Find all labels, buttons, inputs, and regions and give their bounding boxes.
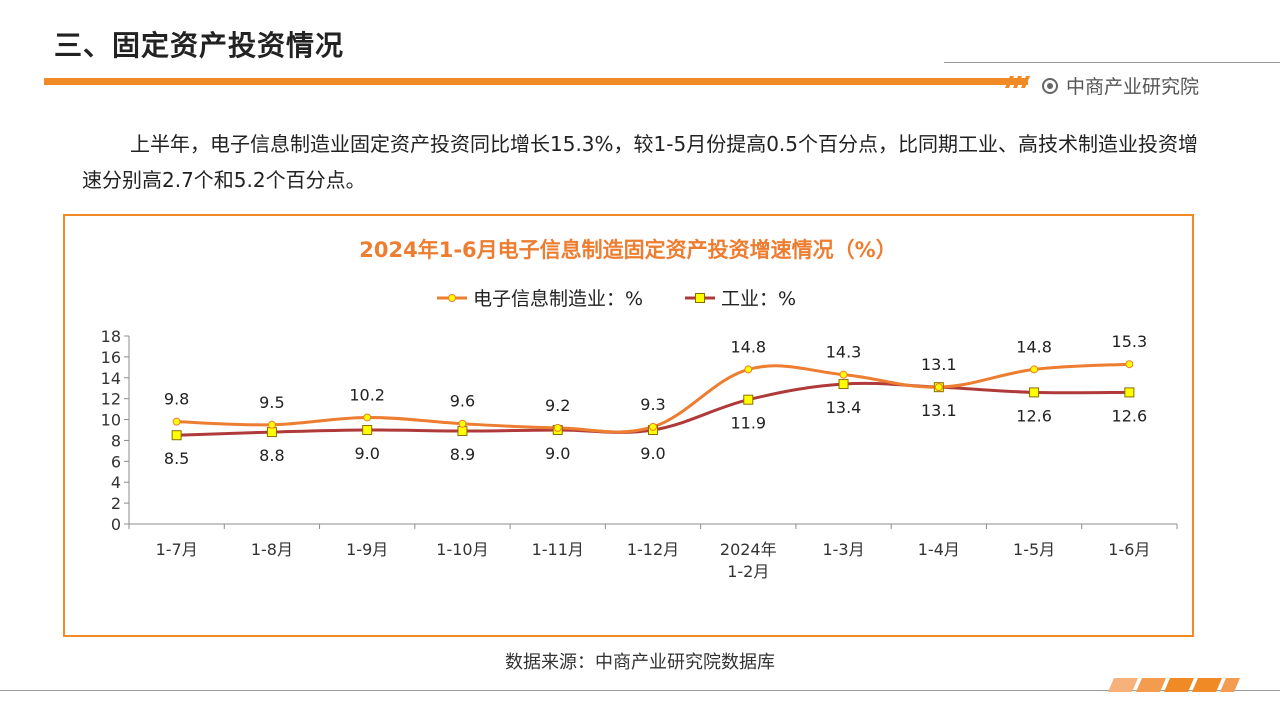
x-tick-label: 1-12月 [627, 540, 679, 559]
line-chart: 2024年1-6月电子信息制造固定资产投资增速情况（%） 电子信息制造业：% 工业… [101, 238, 1178, 581]
chart-plot: 9.8 8.5 9.5 8.8 10.2 9.0 9.6 8.9 9.2 9.0 9.3 9.0 14.… [164, 332, 1147, 468]
series-1-point [267, 420, 276, 429]
x-tick-label: 1-3月 [822, 540, 864, 559]
header-rule [944, 62, 1280, 63]
x-tick-label: 1-4月 [918, 540, 960, 559]
footer-rule [0, 690, 1280, 691]
y-tick-label: 8 [111, 431, 121, 450]
series-2-data-label: 13.1 [921, 401, 957, 420]
y-tick-label: 12 [101, 390, 121, 409]
data-source: 数据来源：中商产业研究院数据库 [505, 652, 775, 673]
series-1-data-label: 9.6 [450, 392, 475, 411]
series-2-point [362, 425, 373, 435]
y-tick-label: 2 [111, 494, 121, 513]
series-1-point [1030, 365, 1039, 374]
series-2-data-label: 9.0 [354, 444, 379, 463]
series-1-point [744, 365, 753, 374]
x-tick-label: 1-5月 [1013, 540, 1055, 559]
legend-marker-series-1 [448, 294, 456, 302]
y-tick-label: 16 [101, 348, 121, 367]
brand-name: 中商产业研究院 [1066, 76, 1200, 98]
series-1-data-label: 9.2 [545, 396, 570, 415]
series-1-point [553, 423, 562, 432]
series-2-data-label: 8.5 [164, 449, 189, 468]
series-2-data-label: 11.9 [730, 414, 766, 433]
title-underline [44, 78, 1028, 85]
brand-label: 中商产业研究院 [1042, 72, 1199, 99]
series-2-point [1029, 387, 1040, 398]
y-tick-label: 4 [111, 473, 121, 492]
series-1-data-label: 13.1 [921, 355, 957, 374]
series-2-data-label: 9.0 [640, 444, 665, 463]
series-2-point [266, 427, 277, 438]
series-1-point [839, 370, 848, 379]
series-2-data-label: 13.4 [826, 398, 862, 417]
x-tick-label: 1-7月 [156, 540, 198, 559]
series-1-point [458, 419, 467, 428]
summary-paragraph: 上半年，电子信息制造业固定资产投资同比增长15.3%，较1-5月份提高0.5个百… [82, 132, 1199, 192]
y-tick-label: 18 [101, 327, 121, 346]
series-2-point [838, 379, 849, 390]
series-2-data-label: 12.6 [1016, 406, 1052, 425]
brand-logo-icon [1042, 77, 1058, 94]
series-1-point [934, 383, 943, 392]
y-tick-label: 10 [101, 411, 121, 430]
chart-title: 2024年1-6月电子信息制造固定资产投资增速情况（%） [359, 238, 896, 262]
series-1-point [172, 417, 181, 426]
x-tick-label: 1-8月 [251, 540, 293, 559]
series-1-data-label: 10.2 [349, 385, 385, 404]
footer-stripes [1108, 678, 1240, 692]
series-2-point [743, 394, 754, 405]
chart-legend: 电子信息制造业：% 工业：% [437, 288, 796, 310]
chart-container: 2024年1-6月电子信息制造固定资产投资增速情况（%） 电子信息制造业：% 工业… [63, 214, 1194, 637]
chart-axes: 0 2 4 6 810 12 14 16 18 1-7月 1-8月 1-9月 1-10月 1-11月 1-1… [101, 327, 1178, 581]
x-tick-label: 1-10月 [436, 540, 488, 559]
series-1-data-label: 9.3 [640, 395, 665, 414]
legend-label-series-2: 工业：% [721, 288, 796, 310]
series-1-data-label: 14.8 [1016, 337, 1052, 356]
series-2-point [1124, 387, 1135, 398]
legend-label-series-1: 电子信息制造业：% [473, 288, 643, 310]
x-tick-label: 1-9月 [346, 540, 388, 559]
y-tick-label: 6 [111, 452, 121, 471]
page-title: 三、固定资产投资情况 [54, 29, 345, 62]
series-1-data-label: 15.3 [1112, 332, 1148, 351]
series-2-point [171, 430, 182, 441]
series-1-data-label: 14.3 [826, 343, 862, 362]
x-tick-label: 1-2月 [727, 562, 769, 581]
x-tick-label: 1-6月 [1108, 540, 1150, 559]
series-1-data-label: 14.8 [730, 337, 766, 356]
series-2-data-label: 12.6 [1112, 406, 1148, 425]
series-2-point [457, 426, 468, 437]
legend-marker-series-2 [695, 293, 705, 303]
y-tick-label: 0 [111, 515, 121, 534]
x-tick-label: 1-11月 [532, 540, 584, 559]
series-1-point [363, 413, 372, 422]
series-1-point [649, 422, 657, 431]
series-2-data-label: 9.0 [545, 444, 570, 463]
series-1-data-label: 9.8 [164, 390, 189, 409]
y-tick-label: 14 [101, 369, 121, 388]
series-1-point [1125, 360, 1134, 369]
brand-stripes [1005, 76, 1030, 88]
x-tick-label: 2024年 [720, 540, 777, 559]
series-2-data-label: 8.9 [450, 445, 475, 464]
series-1-data-label: 9.5 [259, 393, 284, 412]
series-2-data-label: 8.8 [259, 446, 284, 465]
